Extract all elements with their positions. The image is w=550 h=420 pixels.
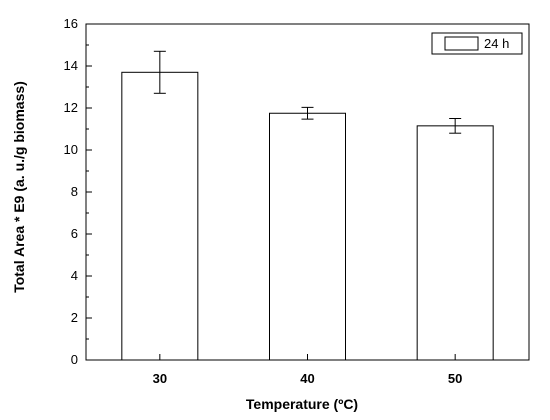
legend: 24 h	[431, 32, 523, 55]
y-axis-title: Total Area * E9 (a. u./g biomass)	[11, 81, 27, 293]
legend-label: 24 h	[484, 36, 509, 51]
plot-layer	[85, 23, 530, 361]
y-tick-label-10: 10	[64, 142, 78, 157]
legend-swatch	[444, 36, 479, 51]
y-tick-label-0: 0	[71, 352, 78, 367]
x-tick-label-40: 40	[300, 371, 314, 386]
y-tick-label-2: 2	[71, 310, 78, 325]
bar-40	[269, 112, 346, 361]
y-tick-label-8: 8	[71, 184, 78, 199]
x-axis-title: Temperature (ºC)	[246, 396, 358, 412]
x-tick-label-50: 50	[448, 371, 462, 386]
x-tick-label-30: 30	[153, 371, 167, 386]
y-axis-ticks: 0 2 4 6 8 10 12 14 16	[64, 16, 92, 367]
y-tick-label-16: 16	[64, 16, 78, 31]
bar-30	[121, 71, 199, 361]
y-tick-label-14: 14	[64, 58, 78, 73]
x-axis-ticks: 30 40 50	[153, 354, 462, 386]
bar-50	[416, 125, 494, 361]
y-tick-label-4: 4	[71, 268, 78, 283]
y-tick-label-6: 6	[71, 226, 78, 241]
y-tick-label-12: 12	[64, 100, 78, 115]
